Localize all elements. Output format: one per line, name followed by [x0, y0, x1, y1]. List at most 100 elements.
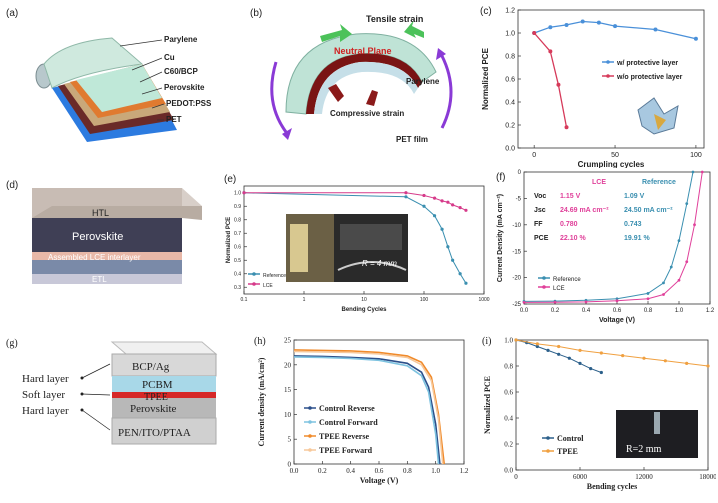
- neutral-plane-label: Neutral Plane: [334, 46, 392, 56]
- x-tick-label: 100: [690, 152, 702, 159]
- data-point: [464, 281, 468, 285]
- y-tick-label: 0.4: [504, 415, 513, 423]
- inset-radius-label: R=2 mm: [626, 444, 662, 455]
- x-tick-label: 0.0: [520, 308, 529, 314]
- data-point: [451, 258, 455, 262]
- legend-label: Reference: [553, 277, 581, 283]
- inset-radius-label: R = 4 mm: [362, 259, 397, 268]
- data-point: [706, 364, 710, 368]
- data-point: [404, 191, 408, 195]
- y-axis-label: Current Density (mA cm⁻²): [497, 194, 504, 282]
- layer-label: PEDOT:PSS: [166, 99, 212, 108]
- chart-c: (c) 0 50 100 0.0 0.2 0.4 0.6 0.8 1.0 1.2 Crumpling …: [480, 6, 705, 168]
- y-tick-label: 1.0: [504, 337, 513, 345]
- x-axis-label: Voltage (V): [599, 317, 635, 324]
- data-point: [535, 344, 539, 349]
- x-tick-label: 0.8: [644, 308, 653, 314]
- layer-label: Cu: [164, 53, 175, 62]
- legend-marker: [308, 420, 312, 424]
- stack-layer-label: Perovskite: [72, 231, 123, 243]
- panel-h: (h) 0.0 0.2 0.4 0.6 0.8 1.0 1.2 0 5 10 15 20 25 Voltag…: [250, 330, 472, 502]
- stack-layer-label: TPEE: [144, 392, 168, 403]
- y-tick-label: 0.8: [504, 363, 513, 371]
- x-tick-label: 0.2: [318, 467, 327, 475]
- table-header-lce: LCE: [592, 179, 606, 186]
- stack-layer-label: HTL: [92, 208, 109, 218]
- chart-f: (f) 0.0 0.2 0.4 0.6 0.8 1.0 1.2 0 -5 -10 -15 -20 -25 V…: [496, 170, 715, 324]
- table-cell-reference: 1.09 V: [624, 193, 645, 200]
- bending-photo-inset: [286, 214, 408, 282]
- x-axis-label: Bending cycles: [587, 482, 637, 491]
- y-tick-label: 0.7: [234, 231, 241, 237]
- legend-marker: [542, 276, 546, 280]
- layer-label: PET: [166, 115, 182, 124]
- series-line-control-reverse: [293, 355, 441, 465]
- x-tick-label: 1.0: [675, 308, 684, 314]
- data-point: [613, 24, 618, 29]
- data-point: [553, 300, 557, 304]
- data-point: [404, 195, 408, 199]
- chart-e: (e) 0.1 1 10 100 1000 1.0 0.9 0.8 0.7 0.6 0.5 0.4 0.3…: [224, 174, 490, 313]
- legend-label: w/o protective layer: [616, 74, 683, 81]
- data-point: [440, 227, 444, 231]
- data-point: [422, 193, 426, 198]
- y-axis-label: Normalized PCE: [226, 217, 232, 263]
- data-point: [458, 206, 462, 210]
- table-cell-lce: 1.15 V: [560, 193, 581, 200]
- y-tick-label: 0.4: [505, 100, 515, 107]
- data-point: [646, 292, 650, 295]
- stack-layer-label: ETL: [92, 275, 107, 284]
- x-tick-label: 1.2: [460, 467, 469, 475]
- table-header-reference: Reference: [642, 179, 676, 186]
- data-point: [669, 265, 673, 269]
- y-tick-label: 5: [288, 436, 292, 444]
- x-tick-label: 0.6: [613, 308, 622, 314]
- data-point: [662, 281, 665, 285]
- data-point: [432, 214, 437, 218]
- panel-label-b: (b): [250, 8, 262, 19]
- data-point: [564, 22, 569, 27]
- data-point: [556, 82, 561, 87]
- panel-e: (e) 0.1 1 10 100 1000 1.0 0.9 0.8 0.7 0.6 0.5 0.4 0.3…: [222, 172, 492, 320]
- x-axis-label: Bending Cycles: [341, 307, 387, 313]
- y-axis-label: Normalized PCE: [483, 376, 492, 434]
- data-point: [564, 125, 569, 130]
- data-point: [567, 356, 571, 360]
- x-tick-label: 50: [611, 152, 619, 159]
- table-row-name: FF: [534, 221, 543, 228]
- data-point: [451, 203, 455, 207]
- parylene-label: Parylene: [406, 77, 440, 86]
- panel-label-c: (c): [480, 6, 492, 17]
- y-tick-label: 0: [288, 461, 292, 469]
- y-tick-label: 0.0: [505, 146, 515, 153]
- data-point: [580, 19, 585, 24]
- y-axis-label: Current density (mA/cm²): [257, 357, 266, 446]
- x-tick-label: 0.4: [582, 308, 591, 314]
- data-point: [422, 204, 426, 208]
- data-point: [446, 200, 450, 204]
- panel-label-i: (i): [482, 336, 491, 347]
- data-point: [615, 297, 619, 301]
- legend-label: LCE: [263, 283, 273, 289]
- legend-marker: [252, 272, 256, 276]
- y-tick-label: 0.8: [234, 218, 241, 224]
- data-point: [535, 342, 539, 346]
- stack-layer-label: PCBM: [142, 379, 173, 391]
- y-tick-label: 0.3: [234, 285, 241, 291]
- panel-a: (a) Parylene Cu C60/BCP Perovskite PEDOT…: [2, 2, 234, 148]
- x-tick-label: 0: [514, 473, 518, 481]
- x-tick-label: 1000: [478, 297, 489, 303]
- y-tick-label: 1.0: [234, 191, 241, 197]
- data-point: [548, 25, 553, 30]
- annotation-label: Soft layer: [22, 389, 65, 401]
- y-tick-label: 0.2: [505, 123, 515, 130]
- x-tick-label: 0.1: [241, 297, 248, 303]
- panel-f: (f) 0.0 0.2 0.4 0.6 0.8 1.0 1.2 0 -5 -10 -15 -20 -25 V…: [494, 168, 716, 328]
- data-point: [700, 170, 704, 174]
- legend-label: TPEE Forward: [319, 446, 373, 455]
- panel-i: (i) 0 6000 12000 18000 0.0 0.2 0.4 0.6 0.8 1.0 Bend…: [476, 330, 716, 502]
- data-point: [662, 293, 665, 296]
- data-point: [685, 361, 689, 365]
- table-cell-lce: 24.69 mA cm⁻²: [560, 207, 609, 214]
- layer-label: C60/BCP: [164, 67, 198, 76]
